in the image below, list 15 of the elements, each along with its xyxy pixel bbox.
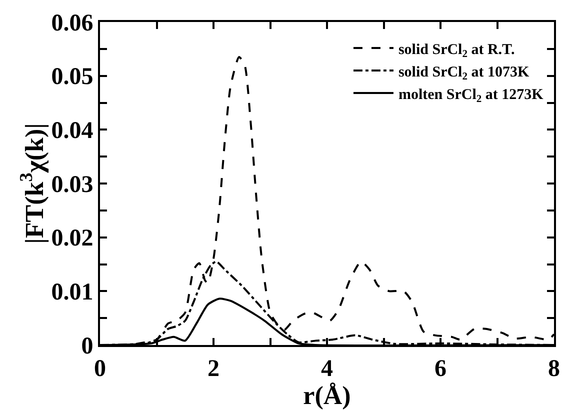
x-tick-label: 4 <box>321 356 333 382</box>
legend-label: solid SrCl$_{2}$ at R.T. <box>398 42 515 60</box>
y-tick-label: 0.06 <box>51 10 94 36</box>
x-tick-label: 6 <box>434 356 446 382</box>
x-tick-label: 8 <box>548 356 560 382</box>
y-tick-label: 0.01 <box>51 280 94 306</box>
y-tick-label: 0.05 <box>51 64 94 90</box>
y-tick-label: 0.04 <box>51 118 94 144</box>
y-tick-label: 0 <box>81 333 94 360</box>
y-tick-label: 0.02 <box>51 226 94 252</box>
legend-label: molten SrCl$_{2}$ at 1273K <box>398 86 544 105</box>
x-axis-title: r(Å) <box>303 381 351 410</box>
legend-label: solid SrCl$_{2}$ at 1073K <box>398 64 530 82</box>
y-tick-label: 0.03 <box>51 172 94 198</box>
x-tick-label: 2 <box>208 356 220 382</box>
